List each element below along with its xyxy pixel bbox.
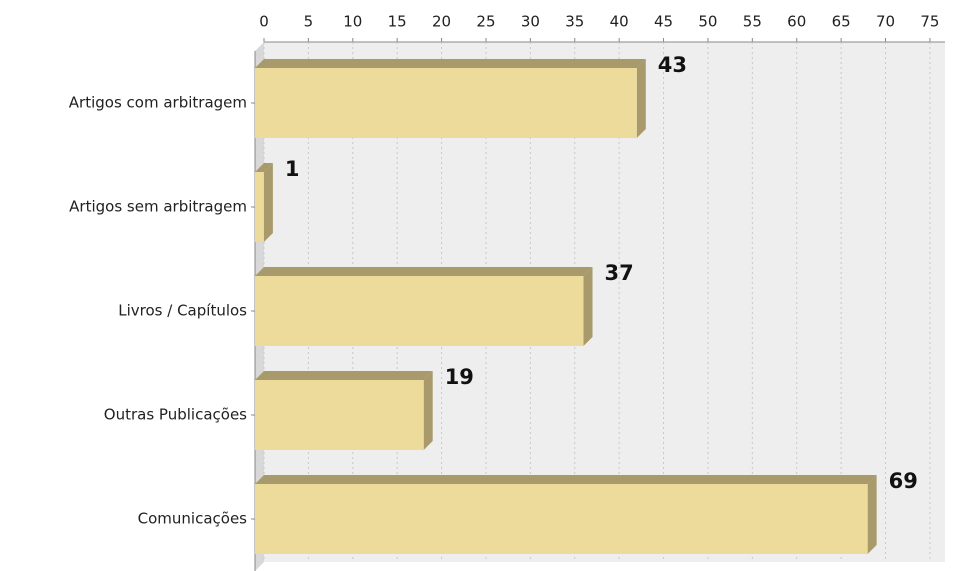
x-tick-label: 5 [304, 13, 314, 31]
x-tick-label: 50 [698, 13, 717, 31]
x-tick-label: 25 [476, 13, 495, 31]
bar [255, 68, 637, 138]
bar-side [636, 59, 646, 138]
x-tick-label: 45 [654, 13, 673, 31]
x-tick-label: 20 [432, 13, 451, 31]
bar [255, 172, 264, 242]
value-label: 19 [445, 365, 474, 389]
bar-top [255, 59, 646, 68]
x-tick-label: 30 [521, 13, 540, 31]
bar-top [255, 371, 433, 380]
bar [255, 484, 868, 554]
x-tick-label: 75 [920, 13, 939, 31]
x-tick-label: 65 [832, 13, 851, 31]
x-tick-label: 15 [388, 13, 407, 31]
x-tick-label: 70 [876, 13, 895, 31]
x-tick-label: 55 [743, 13, 762, 31]
bar-top [255, 163, 273, 172]
back-wall [264, 42, 945, 562]
y-tick-label: Comunicações [138, 510, 248, 528]
x-tick-label: 60 [787, 13, 806, 31]
value-label: 1 [285, 157, 300, 181]
y-tick-label: Livros / Capítulos [118, 302, 247, 320]
bar-side [583, 267, 593, 346]
bar-side [867, 475, 877, 554]
bar-side [423, 371, 433, 450]
value-label: 37 [605, 261, 634, 285]
value-label: 43 [658, 53, 687, 77]
value-label: 69 [889, 469, 918, 493]
bar [255, 380, 424, 450]
bar-top [255, 267, 593, 276]
y-tick-label: Artigos sem arbitragem [69, 198, 247, 216]
y-tick-label: Artigos com arbitragem [69, 94, 247, 112]
x-tick-label: 35 [565, 13, 584, 31]
bar-side [263, 163, 273, 242]
x-tick-label: 0 [259, 13, 269, 31]
bar-top [255, 475, 877, 484]
bar [255, 276, 584, 346]
x-tick-label: 40 [610, 13, 629, 31]
x-tick-label: 10 [343, 13, 362, 31]
y-tick-label: Outras Publicações [104, 406, 247, 424]
